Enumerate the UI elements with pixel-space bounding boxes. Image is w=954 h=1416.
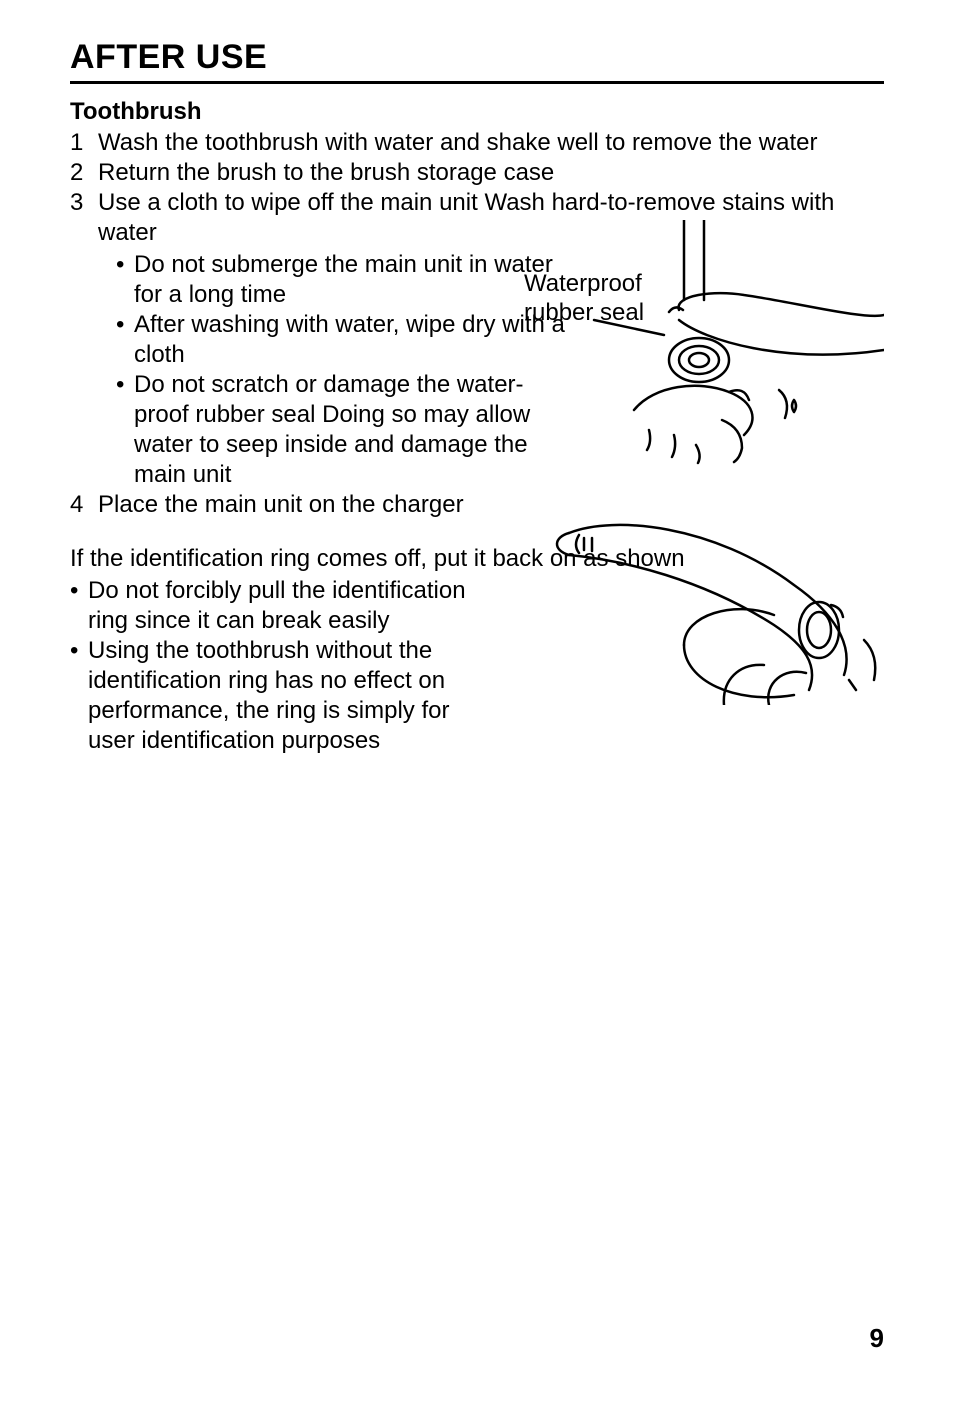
step-3-bullet-1: Do not submerge the main unit in water f…: [116, 250, 574, 310]
step-3-bullet-3: Do not scratch or damage the water-proof…: [116, 370, 574, 490]
step-2-number: 2: [70, 158, 88, 188]
identification-ring-illustration: [534, 505, 884, 705]
step-1: 1 Wash the toothbrush with water and sha…: [70, 128, 884, 158]
step-1-text: Wash the toothbrush with water and shake…: [98, 128, 817, 158]
figure-1-label: Waterproof rubber seal: [524, 270, 664, 328]
page-number: 9: [870, 1323, 884, 1354]
step-2-text: Return the brush to the brush storage ca…: [98, 158, 554, 188]
step-3-number: 3: [70, 188, 88, 490]
sub-title-toothbrush: Toothbrush: [70, 98, 884, 126]
step-4-number: 4: [70, 490, 88, 520]
step-2: 2 Return the brush to the brush storage …: [70, 158, 884, 188]
figure-identification-ring: [534, 505, 884, 705]
step-1-number: 1: [70, 128, 88, 158]
section-title: AFTER USE: [70, 38, 884, 79]
title-underline: [70, 81, 884, 84]
step-4-text: Place the main unit on the charger: [98, 490, 464, 520]
waterproof-seal-illustration: [524, 220, 884, 470]
id-ring-bullet-2: Using the toothbrush without the identif…: [70, 636, 488, 756]
step-3-bullet-2: After washing with water, wipe dry with …: [116, 310, 574, 370]
figure-waterproof-seal: Waterproof rubber seal: [524, 220, 884, 470]
id-ring-bullet-1: Do not forcibly pull the identification …: [70, 576, 488, 636]
